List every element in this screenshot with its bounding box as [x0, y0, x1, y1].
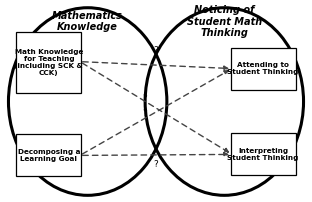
Text: ?: ?	[154, 160, 158, 169]
FancyBboxPatch shape	[231, 134, 296, 175]
Text: ?: ?	[154, 46, 158, 55]
Text: ?: ?	[143, 94, 148, 103]
Text: Attending to
Student Thinking: Attending to Student Thinking	[227, 62, 299, 75]
FancyBboxPatch shape	[16, 32, 81, 93]
Text: Math Knowledge
for Teaching
(including SCK &
CCK): Math Knowledge for Teaching (including S…	[14, 49, 83, 76]
Text: Decomposing a
Learning Goal: Decomposing a Learning Goal	[17, 149, 80, 162]
Text: ?: ?	[143, 109, 148, 118]
Text: Interpreting
Student Thinking: Interpreting Student Thinking	[227, 148, 299, 161]
Text: Noticing of
Student Math
Thinking: Noticing of Student Math Thinking	[187, 5, 262, 38]
FancyBboxPatch shape	[16, 135, 81, 176]
Text: Mathematics
Knowledge: Mathematics Knowledge	[52, 11, 123, 33]
FancyBboxPatch shape	[231, 48, 296, 89]
